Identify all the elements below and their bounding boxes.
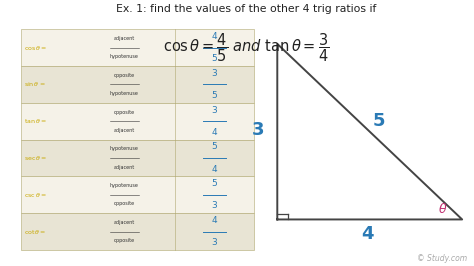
Text: adjacent: adjacent xyxy=(114,165,135,170)
Text: 3: 3 xyxy=(252,121,264,139)
Text: hypotenuse: hypotenuse xyxy=(110,91,139,96)
Text: 5: 5 xyxy=(211,91,218,100)
Text: 5: 5 xyxy=(211,179,218,188)
Text: 4: 4 xyxy=(361,225,374,243)
Text: 4: 4 xyxy=(212,32,217,41)
Text: opposite: opposite xyxy=(114,73,135,78)
Text: 3: 3 xyxy=(211,106,218,115)
Bar xyxy=(21,176,254,213)
Text: 3: 3 xyxy=(211,238,218,247)
Text: $\theta$: $\theta$ xyxy=(438,202,448,216)
Text: opposite: opposite xyxy=(114,238,135,243)
Text: hypotenuse: hypotenuse xyxy=(110,146,139,151)
Bar xyxy=(21,103,254,140)
Text: $\tan\theta = $: $\tan\theta = $ xyxy=(24,117,46,125)
Text: adjacent: adjacent xyxy=(114,36,135,41)
Bar xyxy=(21,66,254,103)
Bar xyxy=(21,140,254,176)
Text: 4: 4 xyxy=(212,128,217,137)
Text: Ex. 1: find the values of the other 4 trig ratios if: Ex. 1: find the values of the other 4 tr… xyxy=(116,4,377,14)
Text: $\cot\theta = $: $\cot\theta = $ xyxy=(24,228,46,236)
Text: $\csc\theta = $: $\csc\theta = $ xyxy=(24,191,46,199)
Text: $\cos\theta = \dfrac{4}{5}$ $and$ $\tan\theta = \dfrac{3}{4}$: $\cos\theta = \dfrac{4}{5}$ $and$ $\tan\… xyxy=(164,32,329,64)
Text: adjacent: adjacent xyxy=(114,128,135,133)
Text: hypotenuse: hypotenuse xyxy=(110,183,139,188)
Text: 5: 5 xyxy=(211,54,218,63)
Text: opposite: opposite xyxy=(114,110,135,115)
Text: © Study.com: © Study.com xyxy=(417,254,467,263)
Text: hypotenuse: hypotenuse xyxy=(110,54,139,59)
Text: $\cos\theta = $: $\cos\theta = $ xyxy=(24,44,47,52)
Text: 4: 4 xyxy=(212,165,217,174)
Text: $\sec\theta = $: $\sec\theta = $ xyxy=(24,154,47,162)
Bar xyxy=(21,213,254,250)
Text: opposite: opposite xyxy=(114,201,135,206)
Bar xyxy=(21,29,254,66)
Text: 4: 4 xyxy=(212,216,217,225)
Text: 5: 5 xyxy=(373,112,385,130)
Text: 3: 3 xyxy=(211,201,218,210)
Text: adjacent: adjacent xyxy=(114,220,135,225)
Text: 5: 5 xyxy=(211,142,218,151)
Text: $\sin\theta = $: $\sin\theta = $ xyxy=(24,80,46,89)
Text: 3: 3 xyxy=(211,69,218,78)
